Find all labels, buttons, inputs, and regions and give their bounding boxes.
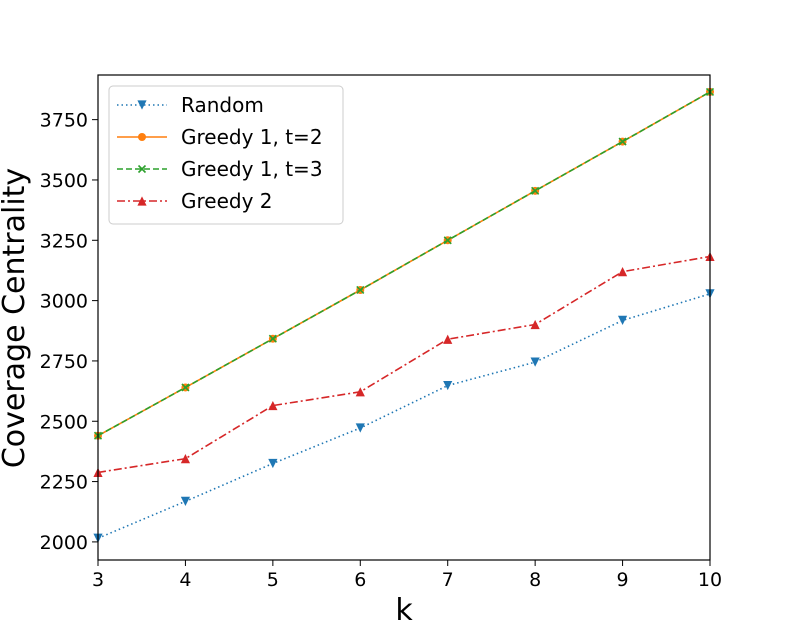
data-point-greedy-1-t-3-5 (531, 186, 540, 195)
legend-marker-greedy-1-t-3 (137, 164, 147, 174)
series-line-greedy-1-t-2 (97, 91, 711, 437)
x-tick-label-9: 9 (617, 569, 629, 591)
x-tick-label-6: 6 (354, 569, 366, 591)
series-random (93, 289, 715, 543)
data-point-random-4 (443, 380, 453, 391)
data-point-greedy-1-t-3-6 (618, 137, 627, 146)
legend-label-greedy-1-t-2: Greedy 1, t=2 (181, 125, 323, 149)
data-point-greedy-1-t-3-6-stroke-b (618, 137, 627, 146)
data-point-greedy-2-4 (443, 334, 453, 344)
y-tick-label-2250: 2250 (40, 472, 88, 494)
legend-marker-greedy-1-t-3-stroke-b (137, 164, 147, 174)
y-tick-label-3500: 3500 (40, 170, 88, 192)
legend-marker-greedy-1-t-2 (138, 133, 146, 141)
x-tick-label-10: 10 (698, 569, 722, 591)
data-point-greedy-1-t-3-3-stroke-b (356, 285, 365, 295)
y-tick-label-3000: 3000 (40, 291, 88, 313)
data-point-greedy-1-t-3-2 (268, 334, 277, 343)
data-point-random-3 (355, 423, 365, 433)
y-tick-label-2750: 2750 (40, 351, 88, 373)
x-tick-label-5: 5 (267, 569, 279, 591)
data-point-random-6 (617, 315, 628, 325)
data-point-greedy-1-t-3-4-stroke-b (443, 236, 452, 245)
y-tick-label-3250: 3250 (40, 230, 88, 252)
legend-box (108, 85, 344, 225)
legend-label-greedy-1-t-3: Greedy 1, t=3 (181, 157, 323, 181)
data-point-greedy-1-t-3-5-stroke-b (531, 186, 540, 195)
x-tick-label-4: 4 (179, 569, 191, 591)
data-point-random-5 (530, 357, 540, 367)
legend-marker-random (137, 100, 147, 110)
y-axis-label: Coverage Centrality (0, 168, 32, 468)
legend-label-greedy-2: Greedy 2 (181, 189, 273, 213)
series-line-greedy-2 (97, 255, 711, 474)
data-point-greedy-1-t-3-4 (443, 236, 452, 245)
data-point-greedy-1-t-3-1 (181, 383, 190, 392)
x-tick-label-8: 8 (529, 569, 541, 591)
x-tick-label-7: 7 (442, 569, 454, 591)
series-layer (93, 87, 715, 543)
data-point-greedy-2-3 (355, 387, 365, 397)
plot-frame (97, 74, 711, 561)
legend-marker-greedy-2 (137, 196, 147, 206)
series-line-random (97, 293, 711, 540)
data-point-greedy-2-2 (268, 400, 278, 411)
legend-entry-random: Random (117, 93, 264, 117)
legend-entry-greedy-1-t-2: Greedy 1, t=2 (117, 125, 323, 149)
data-point-greedy-2-1 (180, 454, 191, 464)
series-greedy-2 (93, 251, 715, 478)
data-point-greedy-2-5 (530, 319, 540, 330)
x-axis-label: k (395, 593, 413, 628)
legend-label-random: Random (181, 93, 264, 117)
y-tick-label-3750: 3750 (40, 110, 88, 132)
data-point-random-2 (268, 458, 278, 469)
data-point-greedy-1-t-3-1-stroke-b (181, 383, 190, 392)
x-tick-label-3: 3 (92, 569, 104, 591)
y-tick-label-2500: 2500 (40, 411, 88, 433)
data-point-greedy-2-6 (617, 267, 628, 277)
axes-layer: 3 4 5 6 7 8 9 10 2000 2250 2500 2750 3000 3250 3500 375… (40, 110, 722, 591)
legend-entry-greedy-1-t-3: Greedy 1, t=3 (117, 157, 323, 181)
y-tick-label-2000: 2000 (40, 532, 88, 554)
data-point-greedy-1-t-3-2-stroke-b (268, 334, 277, 343)
data-point-random-1 (180, 496, 191, 506)
legend-entry-greedy-2: Greedy 2 (117, 189, 273, 213)
data-point-greedy-1-t-3-3 (356, 285, 365, 295)
legend: Random Greedy 1, t=2 Greedy 1, t=3 Greedy 2 (108, 85, 344, 225)
